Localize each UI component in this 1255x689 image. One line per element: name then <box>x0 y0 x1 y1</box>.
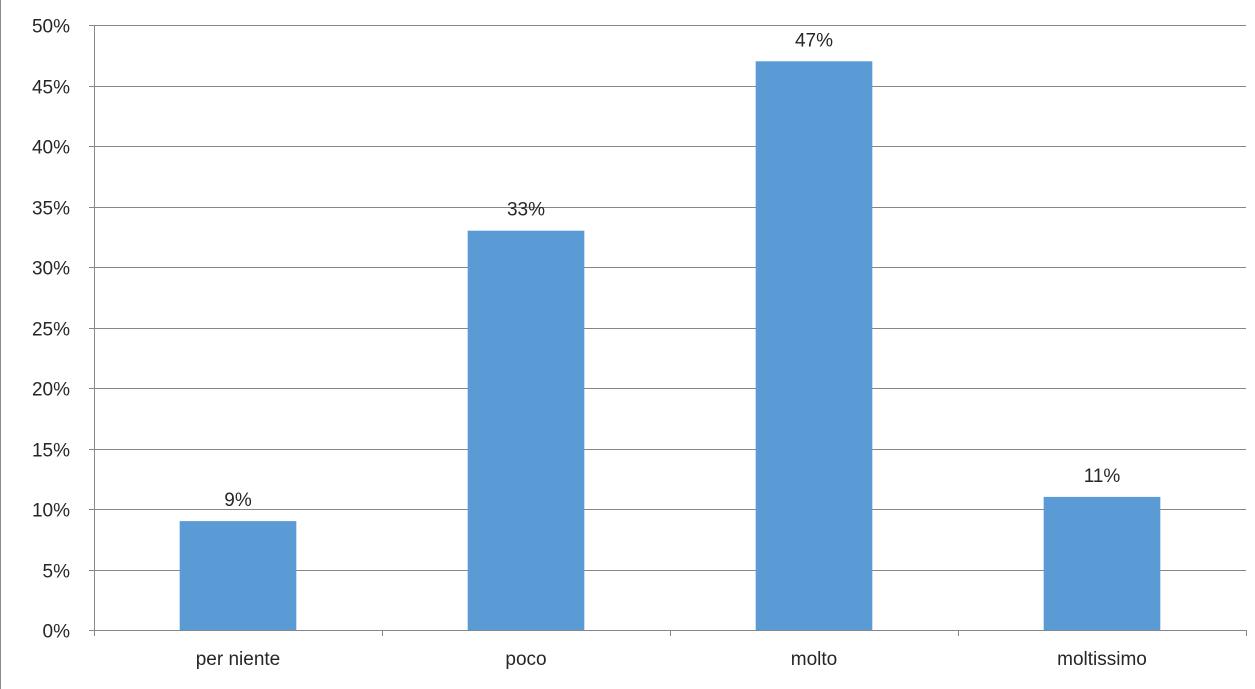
y-tick-label: 35% <box>32 199 70 220</box>
y-tick-label: 5% <box>43 562 71 583</box>
data-labels: 9% 33% 47% 11% <box>224 30 1120 511</box>
axes <box>89 25 1247 636</box>
y-tick-label: 30% <box>32 259 70 280</box>
bar-moltissimo <box>1043 496 1161 630</box>
bar-molto <box>755 61 873 631</box>
y-tick-label: 15% <box>32 441 70 462</box>
category-label: per niente <box>196 649 281 670</box>
y-tick-label: 20% <box>32 380 70 401</box>
x-axis-category-labels: per niente poco molto moltissimo <box>196 649 1147 670</box>
data-label: 9% <box>224 490 252 511</box>
y-tick-label: 25% <box>32 320 70 341</box>
data-label: 47% <box>795 30 833 51</box>
data-label: 33% <box>507 200 545 221</box>
y-tick-label: 50% <box>32 17 70 38</box>
category-label: molto <box>791 649 837 670</box>
data-label: 11% <box>1084 466 1121 487</box>
bars <box>179 61 1161 631</box>
category-label: moltissimo <box>1057 649 1147 670</box>
y-tick-label: 10% <box>32 501 70 522</box>
y-tick-label: 0% <box>43 622 71 643</box>
category-label: poco <box>505 649 546 670</box>
bar-per-niente <box>179 521 297 630</box>
y-axis-tick-labels: 0% 5% 10% 15% 20% 25% 30% 35% 40% 45% 50% <box>32 17 70 643</box>
y-tick-label: 40% <box>32 138 70 159</box>
y-tick-label: 45% <box>32 78 70 99</box>
gridlines <box>94 25 1246 571</box>
bar-poco <box>467 230 585 630</box>
